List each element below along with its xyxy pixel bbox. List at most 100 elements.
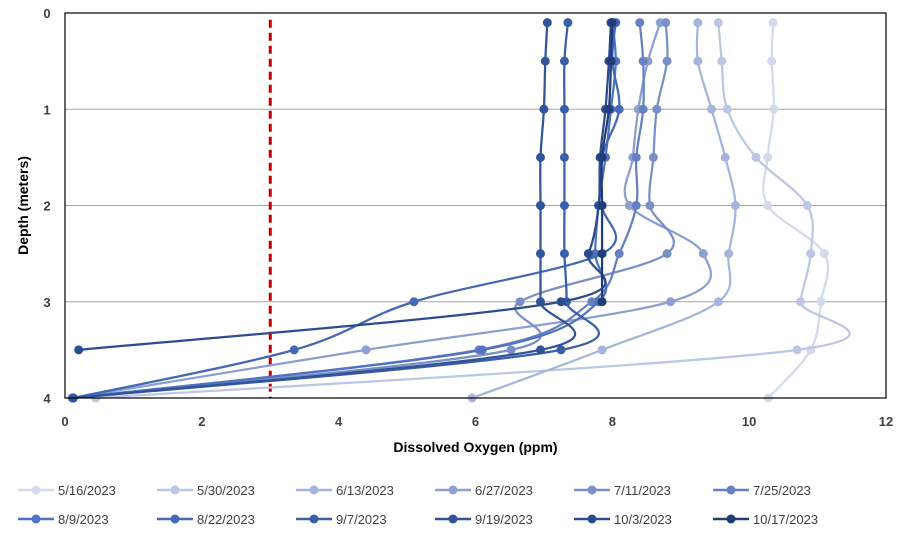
legend-label: 6/27/2023 [475, 483, 533, 498]
data-point [767, 56, 777, 66]
data-point [614, 249, 624, 259]
legend-item: 8/9/2023 [18, 512, 109, 527]
data-point [769, 104, 779, 114]
data-point [597, 152, 607, 162]
data-point [662, 56, 672, 66]
grid-layer [65, 108, 886, 303]
legend-item: 5/30/2023 [157, 483, 255, 498]
data-point [792, 345, 802, 355]
data-point [587, 297, 597, 307]
legend-label: 6/13/2023 [336, 483, 394, 498]
data-point [556, 345, 566, 355]
data-point [768, 18, 778, 28]
data-point [535, 152, 545, 162]
data-point [597, 345, 607, 355]
data-point [635, 18, 645, 28]
series-layer [67, 18, 851, 403]
data-point [717, 56, 727, 66]
data-point [638, 104, 648, 114]
data-point [289, 345, 299, 355]
legend-item: 10/3/2023 [574, 512, 672, 527]
legend-label: 5/16/2023 [58, 483, 116, 498]
legend-swatch-marker [448, 485, 458, 495]
x-tick-label: 2 [198, 414, 205, 429]
data-point [540, 56, 550, 66]
series-line [762, 22, 830, 399]
data-point [515, 297, 525, 307]
y-tick-label: 2 [43, 199, 50, 214]
data-point [730, 201, 740, 210]
data-point [722, 104, 732, 114]
series-9 [68, 18, 600, 403]
series-line [95, 22, 851, 400]
data-point [720, 152, 730, 162]
data-point [645, 201, 655, 210]
data-point [559, 249, 569, 259]
series-3 [467, 18, 740, 403]
legend-item: 6/13/2023 [296, 483, 394, 498]
y-tick-label: 0 [43, 6, 50, 21]
legend-swatch-marker [587, 485, 597, 495]
legend: 5/16/2023 5/30/2023 6/13/2023 6/27/2023 7/11… [18, 483, 818, 527]
data-point [559, 56, 569, 66]
data-point [535, 201, 545, 210]
data-point [597, 201, 607, 210]
data-point [583, 249, 593, 259]
data-point [607, 18, 617, 28]
series-2 [91, 18, 851, 403]
series-1 [762, 18, 830, 403]
data-point [707, 104, 717, 114]
x-tick-label: 6 [472, 414, 479, 429]
data-point [662, 249, 672, 259]
data-point [477, 345, 487, 355]
legend-swatch-marker [170, 485, 180, 495]
y-tick-label: 3 [43, 295, 50, 310]
data-point [763, 201, 773, 210]
data-point [724, 249, 734, 259]
data-point [409, 297, 419, 307]
data-point [806, 249, 816, 259]
x-tick-label: 10 [742, 414, 756, 429]
legend-swatch-marker [170, 514, 180, 524]
legend-item: 5/16/2023 [18, 483, 116, 498]
series-12 [597, 18, 617, 307]
series-10 [68, 18, 577, 403]
series-line [78, 22, 613, 351]
legend-swatch-marker [309, 514, 319, 524]
data-point [713, 297, 723, 307]
data-point [631, 201, 641, 210]
data-point [556, 297, 566, 307]
legend-label: 8/9/2023 [58, 512, 109, 527]
data-point [563, 18, 573, 28]
data-point [652, 104, 662, 114]
x-axis-title: Dissolved Oxygen (ppm) [393, 439, 557, 455]
legend-swatch-marker [309, 485, 319, 495]
data-point [597, 297, 607, 307]
data-point [638, 56, 648, 66]
data-point [506, 345, 516, 355]
legend-swatch-marker [726, 485, 736, 495]
series-line [73, 22, 577, 400]
data-point [604, 104, 614, 114]
data-point [559, 104, 569, 114]
data-point [74, 345, 84, 355]
data-point [816, 297, 826, 307]
data-point [542, 18, 552, 28]
data-point [559, 201, 569, 210]
data-point [597, 249, 607, 259]
legend-label: 10/3/2023 [614, 512, 672, 527]
legend-swatch-marker [31, 514, 41, 524]
plot-area-border [64, 12, 887, 399]
legend-item: 9/7/2023 [296, 512, 387, 527]
legend-item: 7/11/2023 [574, 483, 671, 498]
legend-label: 8/22/2023 [197, 512, 255, 527]
legend-label: 9/19/2023 [475, 512, 533, 527]
x-tick-label: 12 [879, 414, 893, 429]
series-7 [68, 18, 621, 403]
data-point [665, 297, 675, 307]
data-point [535, 345, 545, 355]
data-point [751, 152, 761, 162]
legend-item: 9/19/2023 [435, 512, 533, 527]
y-axis-title: Depth (meters) [15, 156, 31, 255]
